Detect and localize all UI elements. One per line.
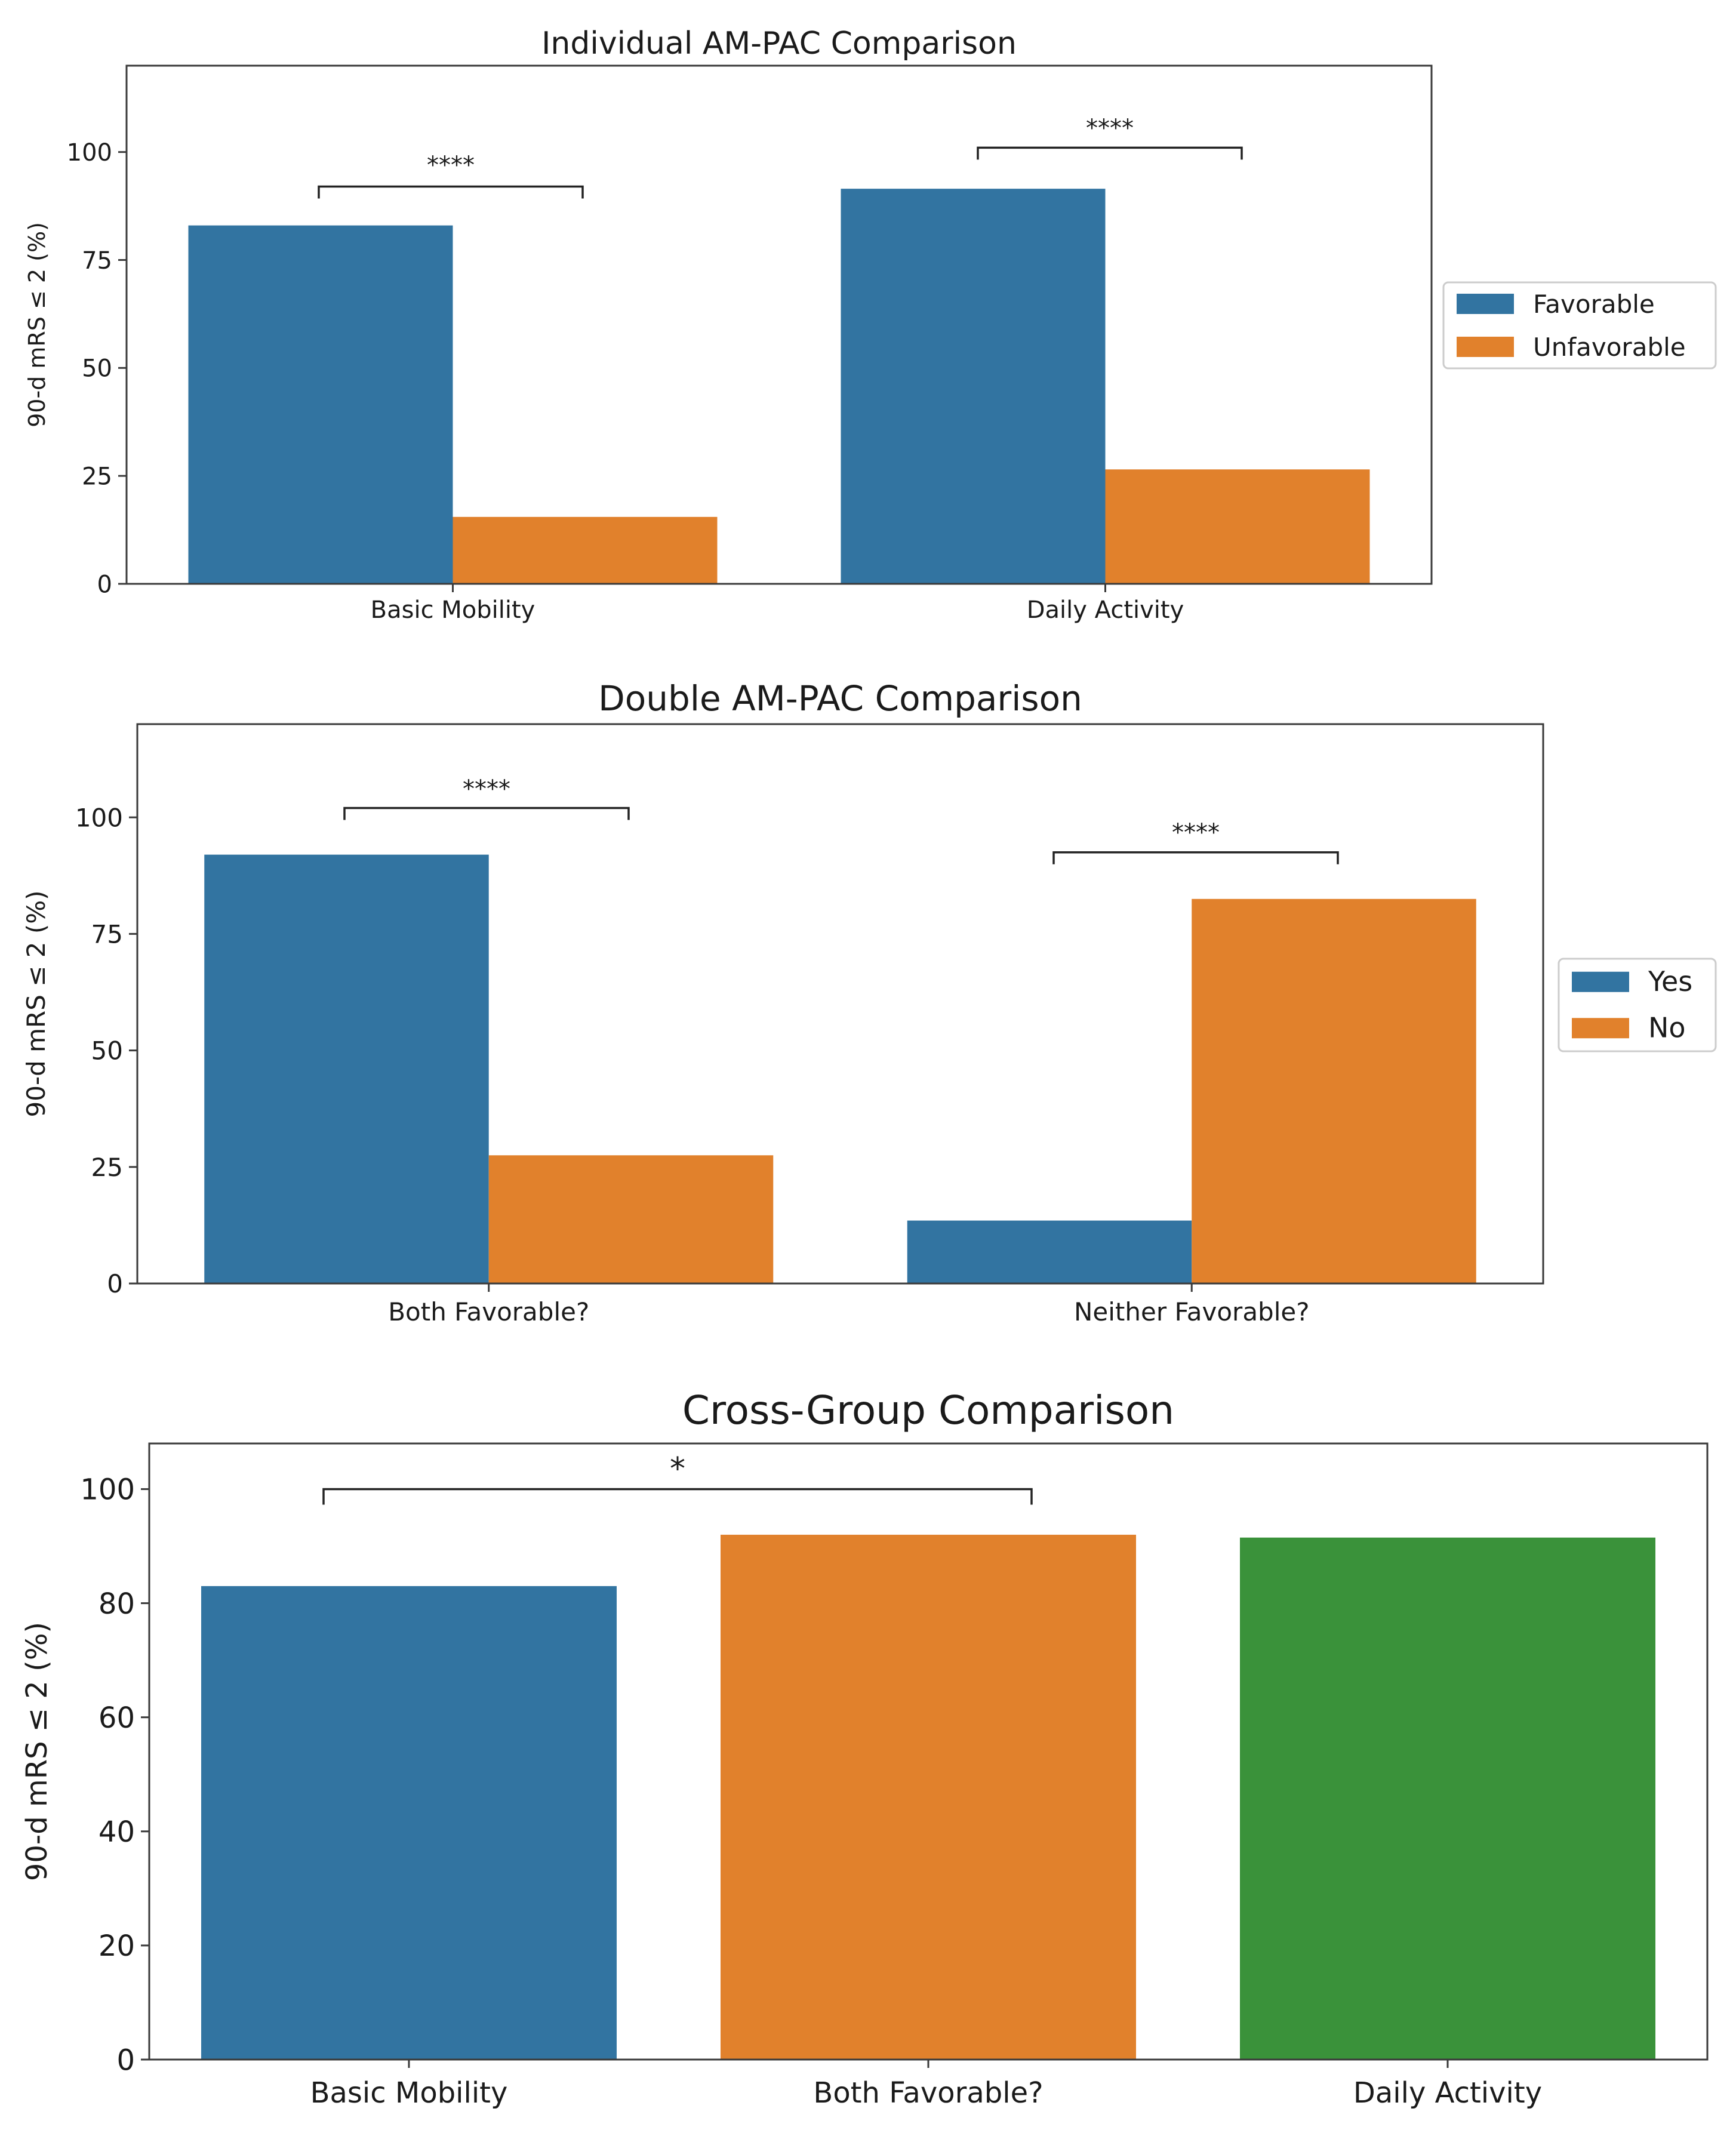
y-tick-label: 50 (82, 355, 112, 383)
y-axis-label: 90-d mRS ≤ 2 (%) (21, 890, 51, 1117)
y-tick-label: 25 (82, 463, 112, 491)
bar (188, 225, 453, 584)
significance-bracket (343, 807, 630, 820)
significance-bracket (977, 146, 1243, 160)
y-axis-label: 90-d mRS ≤ 2 (%) (24, 222, 50, 427)
bar (488, 1155, 774, 1283)
significance-marker: **** (1086, 115, 1134, 142)
x-tick-label: Basic Mobility (310, 2076, 508, 2110)
bar (907, 1220, 1192, 1283)
y-tick-label: 20 (99, 1929, 135, 1963)
significance-marker: **** (1172, 819, 1220, 847)
x-tick-label: Both Favorable? (388, 1297, 589, 1326)
chart-title: Cross-Group Comparison (682, 1387, 1174, 1433)
significance-bracket (322, 1488, 1033, 1505)
bar (1105, 469, 1370, 584)
y-tick-label: 0 (116, 2043, 135, 2077)
y-tick-label: 100 (75, 803, 123, 832)
bar (204, 854, 489, 1283)
significance-marker: **** (427, 152, 475, 179)
y-tick-label: 0 (97, 571, 112, 598)
legend-swatch (1457, 337, 1514, 357)
y-tick-label: 100 (80, 1473, 135, 1507)
bar (1240, 1537, 1655, 2060)
chart-title: Individual AM-PAC Comparison (541, 26, 1017, 61)
bar (1192, 898, 1476, 1283)
legend-swatch (1572, 971, 1629, 992)
legend-label: Yes (1648, 965, 1692, 998)
y-tick-label: 0 (107, 1269, 123, 1298)
x-tick-label: Daily Activity (1353, 2076, 1542, 2110)
significance-marker: * (670, 1451, 685, 1487)
significance-bracket (318, 185, 584, 199)
bar (721, 1534, 1136, 2060)
y-axis-label: 90-d mRS ≤ 2 (%) (20, 1622, 54, 1881)
significance-bracket (1052, 851, 1339, 864)
y-tick-label: 75 (82, 247, 112, 275)
y-tick-label: 50 (91, 1036, 123, 1066)
legend-label: Favorable (1533, 290, 1655, 319)
x-tick-label: Daily Activity (1027, 596, 1184, 624)
y-tick-label: 40 (99, 1815, 135, 1849)
significance-marker: **** (463, 775, 510, 803)
legend-label: No (1648, 1011, 1686, 1044)
legend-label: Unfavorable (1533, 333, 1686, 362)
plot-frame (136, 723, 1544, 1285)
legend-swatch (1457, 294, 1514, 314)
x-tick-label: Neither Favorable? (1074, 1297, 1310, 1326)
y-tick-label: 60 (99, 1701, 135, 1735)
chart-1: Individual AM-PAC Comparison 0 25 50 75 100 Ba… (24, 26, 1717, 624)
bar (453, 516, 718, 584)
chart-title: Double AM-PAC Comparison (598, 678, 1082, 719)
bar (201, 1586, 617, 2060)
legend-swatch (1572, 1018, 1629, 1039)
plot-frame (125, 64, 1433, 585)
chart-2: Double AM-PAC Comparison 0 25 50 75 100 Both F… (21, 678, 1717, 1326)
x-tick-label: Both Favorable? (813, 2076, 1043, 2110)
y-tick-label: 80 (99, 1587, 135, 1621)
chart-3: Cross-Group Comparison 0 20 40 60 80 100 Basic … (20, 1387, 1709, 2110)
y-tick-label: 100 (67, 139, 112, 167)
x-tick-label: Basic Mobility (371, 596, 535, 624)
y-tick-label: 75 (91, 919, 123, 949)
y-tick-label: 25 (91, 1153, 123, 1182)
bar (841, 189, 1106, 584)
